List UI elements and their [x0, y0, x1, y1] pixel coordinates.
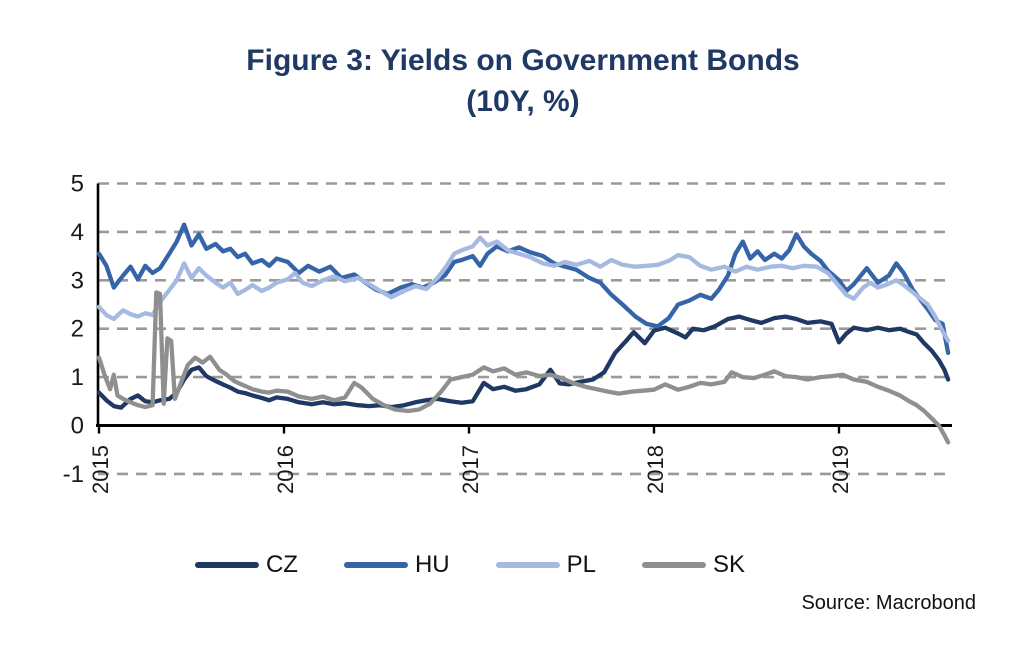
y-tick-label--1: -1: [63, 461, 84, 488]
x-tick-label-2019: 2019: [828, 445, 853, 494]
chart-title: Figure 3: Yields on Government Bonds (10…: [0, 40, 1024, 122]
legend-item-pl: PL: [495, 551, 597, 579]
y-tick-label-4: 4: [71, 219, 84, 246]
legend-swatch-pl: [495, 562, 560, 568]
legend-label-sk: SK: [713, 551, 746, 578]
series-line-SK: [96, 290, 951, 445]
y-tick-label-1: 1: [71, 364, 84, 391]
series-line-CZ: [96, 314, 951, 410]
y-tick-label-0: 0: [71, 413, 84, 440]
legend-swatch-hu: [343, 562, 408, 568]
x-tick-label-2015: 2015: [88, 445, 113, 494]
legend: CZ HU PL SK: [194, 551, 745, 579]
y-tick-label-2: 2: [71, 316, 84, 343]
y-tick-label-5: 5: [71, 171, 84, 198]
x-tick-label-2017: 2017: [458, 445, 483, 494]
legend-label-hu: HU: [414, 551, 450, 578]
legend-label-pl: PL: [566, 551, 597, 578]
series-line-HU: [96, 222, 951, 356]
legend-item-cz: CZ: [194, 551, 298, 579]
legend-item-sk: SK: [642, 551, 745, 579]
chart-title-line2: (10Y, %): [466, 85, 580, 118]
legend-item-hu: HU: [343, 551, 450, 579]
x-tick-label-2018: 2018: [643, 445, 668, 494]
y-tick-label-3: 3: [71, 267, 84, 294]
legend-swatch-sk: [642, 562, 707, 568]
legend-swatch-cz: [194, 562, 259, 568]
series-line-PL: [96, 235, 951, 343]
source-note: Source: Macrobond: [801, 592, 976, 614]
legend-label-cz: CZ: [265, 551, 298, 578]
chart-title-line1: Figure 3: Yields on Government Bonds: [246, 44, 800, 77]
x-tick-label-2016: 2016: [273, 445, 298, 494]
